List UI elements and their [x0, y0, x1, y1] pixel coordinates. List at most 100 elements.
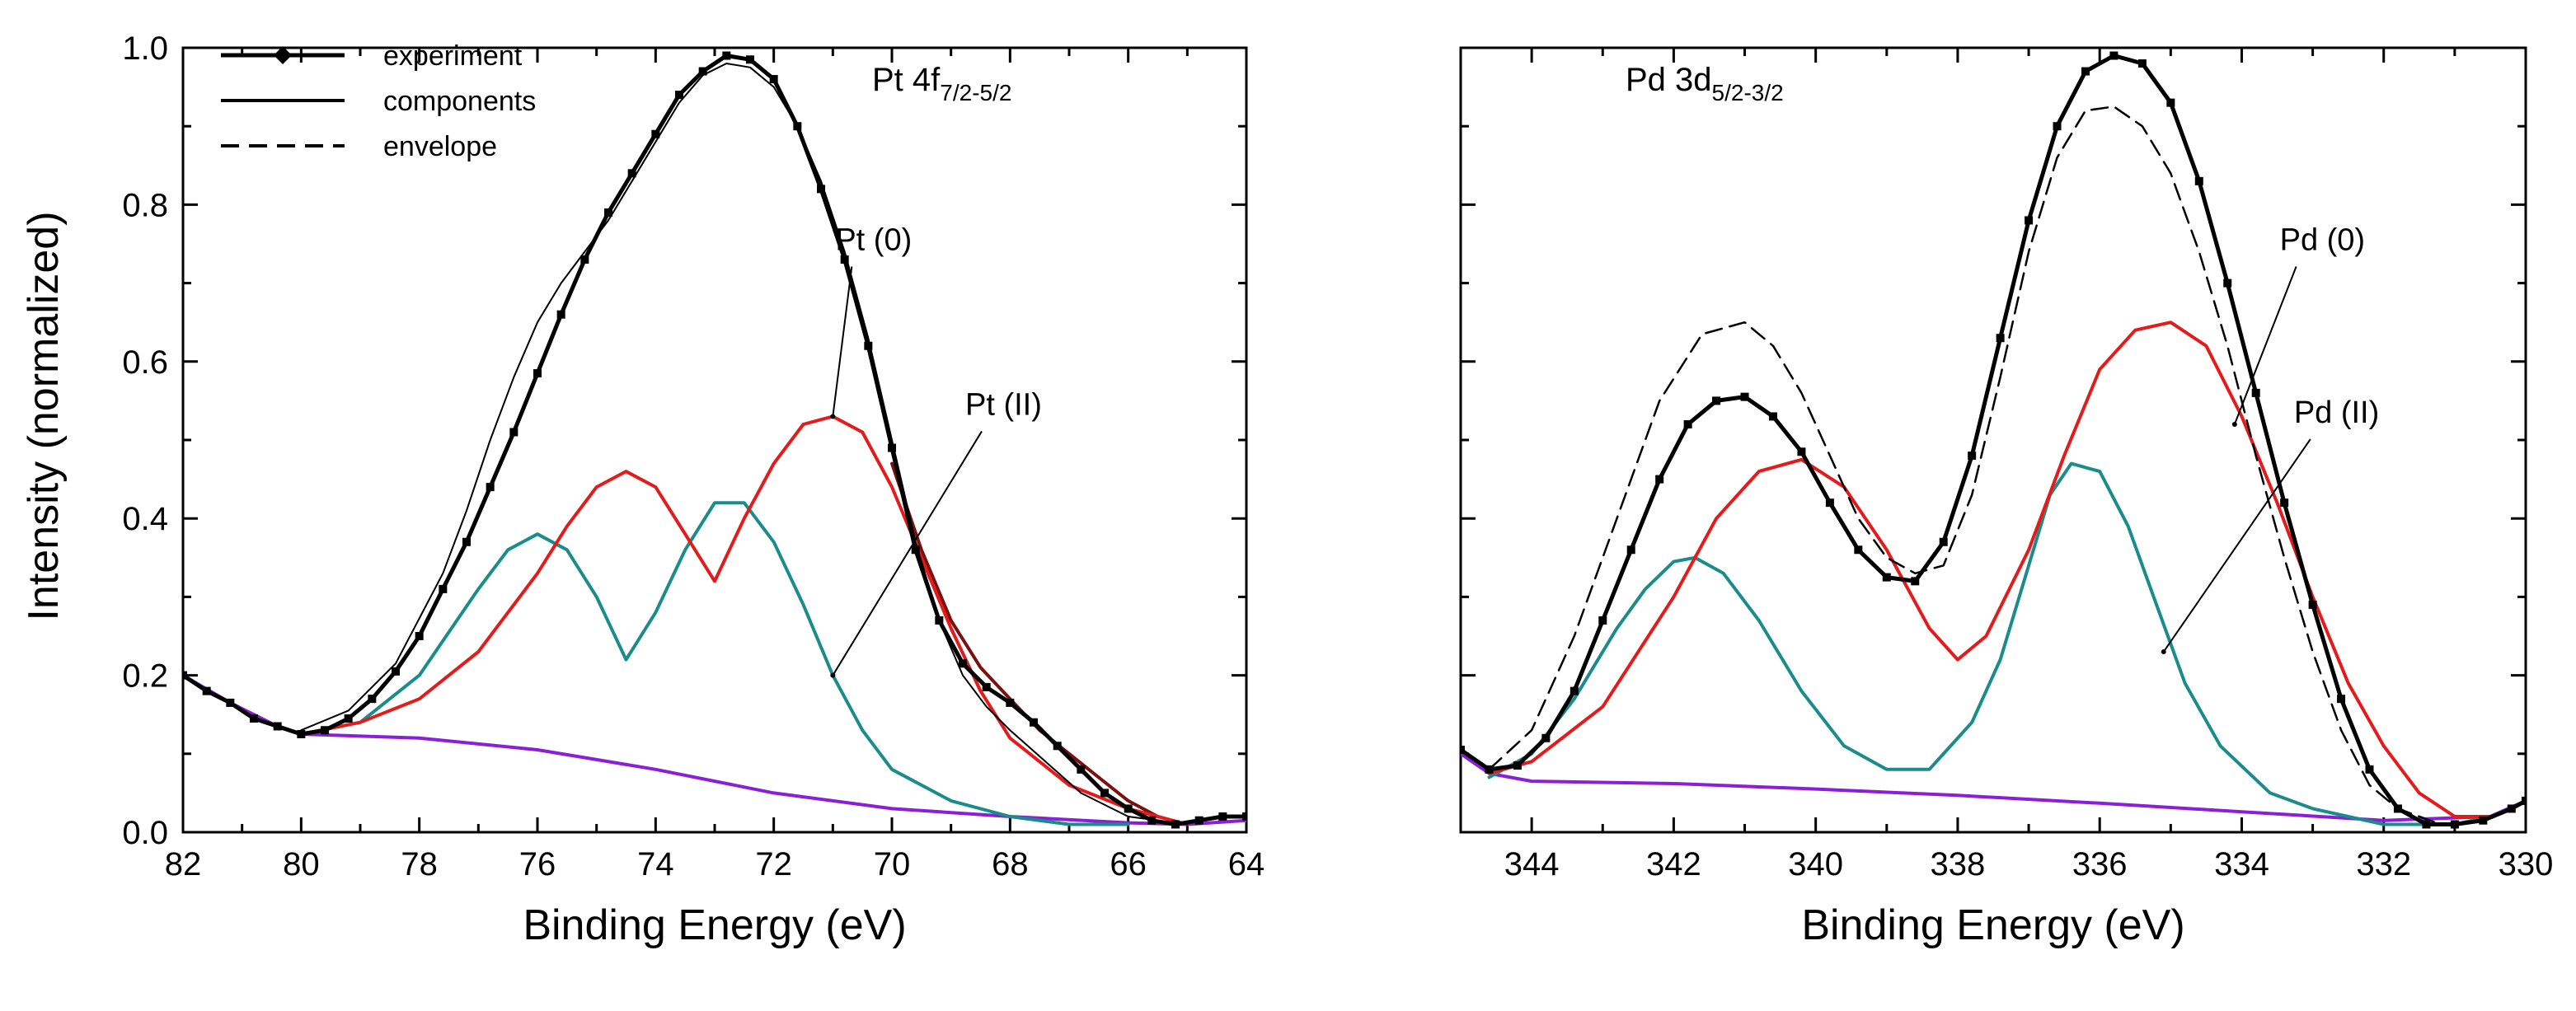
pt-x-tick-label: 70: [874, 846, 911, 882]
pt-x-tick-label: 66: [1110, 846, 1147, 882]
pt-annotation-label: Pt (0): [835, 223, 912, 258]
pt-experiment-point: [556, 310, 565, 319]
pd-series-pd-0-: [1487, 321, 2492, 818]
pt-experiment-point: [509, 428, 518, 437]
pd-x-tick-label: 342: [1646, 846, 1701, 882]
pt-x-tick-label: 82: [165, 846, 202, 882]
pt-y-tick-label: 0.4: [122, 501, 168, 537]
pd-experiment-point: [2522, 796, 2526, 805]
pd-experiment-point: [2251, 388, 2260, 397]
pt-experiment-point: [1218, 812, 1227, 821]
legend-marker-experiment: [274, 46, 292, 64]
pt-series-background: [183, 673, 1246, 826]
pd-experiment-point: [1598, 615, 1607, 625]
pd-annotation-label: Pd (II): [2294, 396, 2379, 430]
pd-x-tick-label: 334: [2214, 846, 2269, 882]
pt-experiment-point: [746, 55, 754, 64]
pd-experiment-point: [2166, 98, 2175, 107]
pd-annotation-leader: [2233, 266, 2297, 425]
legend-label-components: components: [383, 86, 536, 117]
pt-experiment-point: [439, 584, 448, 593]
pt-series-envelope: [300, 63, 1189, 826]
pt-experiment-point: [250, 714, 258, 723]
pd-experiment-point: [1712, 396, 1721, 405]
pt-x-tick-label: 74: [637, 846, 674, 882]
pt-series-group: [183, 51, 1246, 829]
pt-experiment-point: [840, 255, 849, 264]
pd-experiment-point: [1968, 452, 1977, 461]
pd-experiment-point: [1911, 577, 1920, 586]
pd-experiment-point: [1768, 412, 1777, 421]
pt-annotation-anchor: [830, 672, 836, 678]
pt-experiment-point: [698, 67, 707, 76]
pt-plot-frame: [181, 46, 1248, 834]
pt-experiment-point: [1006, 698, 1015, 707]
pd-experiment-point: [2223, 278, 2232, 288]
pt-experiment-point: [297, 730, 306, 738]
pd-experiment-point: [2053, 122, 2062, 131]
pd-annotation-anchor: [2231, 421, 2237, 427]
pd-experiment-point: [1570, 686, 1579, 695]
pd-experiment-point: [2109, 51, 2119, 60]
pt-experiment-point: [982, 682, 991, 691]
pt-experiment-point: [1053, 742, 1062, 751]
pt-experiment-point: [1171, 820, 1180, 829]
pd-x-tick-label: 330: [2499, 846, 2554, 882]
pt-experiment-point: [722, 51, 731, 60]
pt-experiment-point: [1124, 804, 1133, 813]
pt-experiment-point: [769, 75, 778, 84]
pd-series-pd-ii-: [1487, 461, 2492, 826]
pt-experiment-point: [273, 722, 282, 731]
pd-experiment-point: [2507, 804, 2516, 813]
pt-series-components-dark-: [890, 461, 1189, 826]
pd-experiment-point: [1541, 733, 1551, 742]
pd-experiment-point: [2479, 816, 2488, 825]
pt-experiment-point: [226, 698, 235, 707]
pd-experiment-point: [2422, 820, 2431, 829]
pt-experiment-point: [1030, 718, 1038, 727]
pd-experiment-point: [1655, 475, 1664, 484]
pd-experiment-point: [1854, 545, 1863, 555]
pt-experiment-point: [1077, 765, 1086, 774]
pt-experiment-point: [1194, 816, 1204, 825]
pt-experiment-point: [627, 169, 636, 178]
pt-4f-panel: 82 80 78 76 74 72 70 68 66 64 0.0 0.2 0.4 0.6 0.8 1.0 Bi…: [122, 30, 1265, 949]
pd-experiment-point: [2337, 695, 2346, 704]
pd-x-tick-label: 338: [1931, 846, 1986, 882]
pd-experiment-point: [2081, 67, 2090, 76]
pt-experiment-point: [1100, 789, 1109, 798]
legend-label-experiment: experiment: [383, 40, 523, 72]
pd-x-tick-label: 340: [1788, 846, 1843, 882]
pt-experiment-point: [651, 129, 660, 138]
pt-y-tick-label: 0.0: [122, 815, 168, 851]
pt-experiment-point: [392, 667, 400, 676]
pt-y-tick-label: 1.0: [122, 30, 168, 67]
pd-experiment-point: [1882, 573, 1891, 582]
pd-experiment-point: [2308, 600, 2317, 609]
pt-experiment-point: [864, 341, 873, 350]
pt-annotation-label: Pt (II): [965, 387, 1042, 422]
pd-series-experiment: [1461, 54, 2526, 826]
pd-experiment-point: [1461, 746, 1465, 755]
legend-label-envelope: envelope: [383, 131, 497, 162]
pt-experiment-point: [344, 714, 353, 723]
pt-series-pt-0-4f7-2: [299, 414, 1189, 826]
pt-series-pt-ii-: [299, 501, 1130, 826]
pt-experiment-point: [793, 122, 802, 131]
pd-experiment-point: [2137, 59, 2147, 68]
pt-experiment-point: [604, 208, 612, 217]
pt-experiment-point: [911, 545, 920, 555]
pt-y-tick-label: 0.2: [122, 658, 168, 695]
pt-x-tick-label: 64: [1228, 846, 1265, 882]
pd-experiment-point: [1485, 765, 1494, 774]
pd-experiment-point: [2025, 216, 2034, 225]
pt-x-axis-title: Binding Energy (eV): [523, 901, 906, 949]
pd-experiment-point: [1740, 392, 1749, 401]
pt-x-tick-label: 76: [519, 846, 556, 882]
pd-x-tick-label: 332: [2356, 846, 2411, 882]
pt-experiment-point: [817, 185, 825, 194]
pt-x-tick-label: 78: [401, 846, 438, 882]
pt-experiment-point: [462, 537, 471, 546]
pd-x-tick-label: 344: [1504, 846, 1560, 882]
pt-experiment-point: [580, 255, 589, 264]
